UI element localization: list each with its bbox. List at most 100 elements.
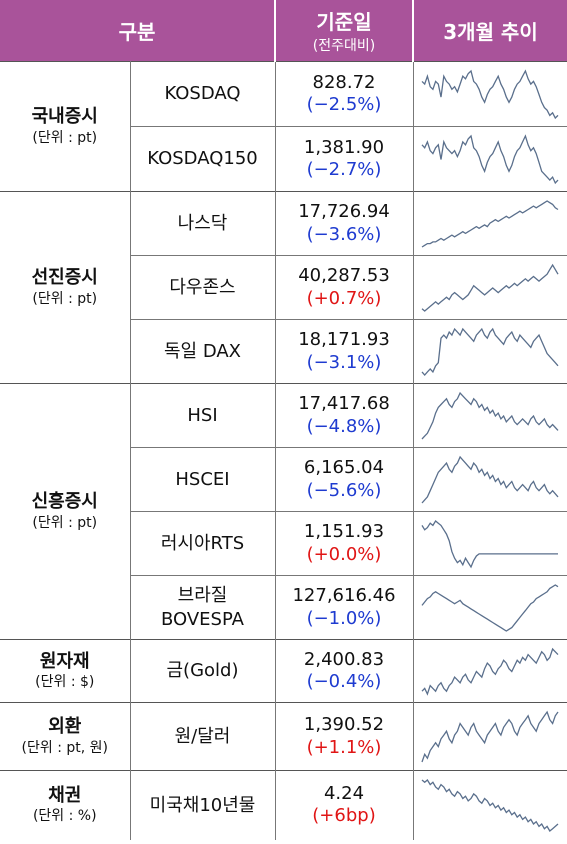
- sparkline-line: [421, 710, 559, 762]
- value-cell: 1,381.90 (−2.7%): [275, 126, 414, 192]
- sparkline-line: [421, 133, 559, 184]
- trend-cell: [413, 126, 567, 192]
- value-cell: 2,400.83 (−0.4%): [275, 639, 414, 703]
- sparkline-line: [421, 327, 559, 376]
- index-value: 828.72: [312, 71, 376, 93]
- index-name: 브라질 BOVESPA: [160, 585, 244, 630]
- index-value: 1,390.52: [303, 714, 385, 735]
- value-cell: 127,616.46 (−1.0%): [275, 575, 414, 640]
- value-cell: 40,287.53 (+0.7%): [275, 255, 414, 320]
- category-unit: (단위 : pt): [32, 290, 98, 307]
- trend-cell: [413, 255, 567, 320]
- header-base-date-sub: (전주대비): [312, 38, 376, 54]
- index-value: 18,171.93: [298, 329, 390, 350]
- weekly-change: (−3.6%): [306, 223, 382, 245]
- sparkline-chart: [421, 583, 559, 632]
- sparkline-chart: [421, 710, 559, 762]
- header-trend: 3개월 추이: [413, 0, 567, 62]
- category-title: 채권: [48, 784, 82, 806]
- trend-cell: [413, 575, 567, 640]
- index-value: 4.24: [323, 782, 365, 804]
- index-name: 미국채10년물: [149, 794, 256, 816]
- table-row: 선진증시 (단위 : pt) 나스닥 17,726.94 (−3.6%): [0, 191, 567, 384]
- category-unit: (단위 : pt): [32, 514, 98, 531]
- trend-cell: [413, 447, 567, 512]
- sparkline-line: [421, 391, 559, 439]
- sparkline-line: [421, 455, 559, 503]
- sparkline-line: [421, 263, 559, 312]
- index-value: 40,287.53: [298, 265, 390, 286]
- sparkline-chart: [421, 778, 559, 832]
- index-name-cell: 독일 DAX: [130, 319, 276, 384]
- index-value: 17,417.68: [298, 393, 390, 414]
- category-unit: (단위 : pt): [32, 129, 98, 146]
- trend-cell: [413, 770, 567, 840]
- value-cell: 6,165.04 (−5.6%): [275, 447, 414, 512]
- sparkline-chart: [421, 327, 559, 376]
- category-unit: (단위 : pt, 원): [21, 739, 108, 756]
- index-name: KOSDAQ150: [147, 148, 258, 170]
- value-cell: 828.72 (−2.5%): [275, 61, 414, 127]
- index-name-cell: 원/달러: [130, 702, 276, 771]
- weekly-change: (−4.8%): [306, 415, 382, 437]
- index-name: HSI: [187, 404, 218, 426]
- sparkline-line: [421, 519, 559, 568]
- sparkline-line: [421, 199, 559, 248]
- category-title: 외환: [48, 716, 82, 738]
- sparkline-chart: [421, 647, 559, 696]
- header-category-label: 구분: [118, 20, 156, 44]
- table-row: 원자재 (단위 : $) 금(Gold) 2,400.83 (−0.4%): [0, 639, 567, 703]
- index-name-cell: 금(Gold): [130, 639, 276, 703]
- index-value: 2,400.83: [303, 648, 385, 670]
- value-cell: 1,151.93 (+0.0%): [275, 511, 414, 576]
- sparkline-chart: [421, 133, 559, 184]
- index-value: 1,151.93: [303, 521, 385, 542]
- table-row: 독일 DAX 18,171.93 (−3.1%): [0, 319, 567, 384]
- table-row: 외환 (단위 : pt, 원) 원/달러 1,390.52 (+1.1%): [0, 702, 567, 771]
- weekly-change: (−2.7%): [306, 159, 382, 180]
- category-cell: 신흥증시 (단위 : pt): [0, 383, 131, 640]
- header-trend-label: 3개월 추이: [443, 20, 538, 44]
- category-cell: 채권 (단위 : %): [0, 770, 131, 840]
- index-name-cell: 미국채10년물: [130, 770, 276, 840]
- table-row: HSCEI 6,165.04 (−5.6%): [0, 447, 567, 512]
- index-name: 원/달러: [174, 725, 231, 747]
- index-name: KOSDAQ: [164, 83, 241, 105]
- weekly-change: (+6bp): [312, 805, 376, 827]
- table-row: 브라질 BOVESPA 127,616.46 (−1.0%): [0, 575, 567, 640]
- value-cell: 4.24 (+6bp): [275, 770, 414, 840]
- sparkline-chart: [421, 263, 559, 312]
- weekly-change: (+0.0%): [306, 543, 382, 565]
- trend-cell: [413, 319, 567, 384]
- weekly-change: (+1.1%): [306, 736, 382, 758]
- index-name-cell: 러시아RTS: [130, 511, 276, 576]
- sparkline-line: [421, 778, 559, 832]
- table-row: 러시아RTS 1,151.93 (+0.0%): [0, 511, 567, 576]
- header-base-date-label: 기준일: [316, 10, 372, 34]
- category-title: 국내증시: [31, 106, 98, 128]
- value-cell: 17,726.94 (−3.6%): [275, 191, 414, 256]
- sparkline-chart: [421, 199, 559, 248]
- table-body: 국내증시 (단위 : pt) KOSDAQ 828.72 (−2.5%) KOSDAQ15…: [0, 61, 567, 840]
- trend-cell: [413, 511, 567, 576]
- table-row: 국내증시 (단위 : pt) KOSDAQ 828.72 (−2.5%): [0, 61, 567, 192]
- category-unit: (단위 : %): [32, 808, 97, 825]
- trend-cell: [413, 191, 567, 256]
- category-unit: (단위 : $): [35, 674, 95, 691]
- table-row: 다우존스 40,287.53 (+0.7%): [0, 255, 567, 320]
- table-row: 채권 (단위 : %) 미국채10년물 4.24 (+6bp): [0, 770, 567, 840]
- index-name-cell: HSI: [130, 383, 276, 448]
- index-name: HSCEI: [175, 468, 230, 490]
- value-cell: 17,417.68 (−4.8%): [275, 383, 414, 448]
- sparkline-chart: [421, 68, 559, 119]
- weekly-change: (−5.6%): [306, 479, 382, 501]
- index-name: 나스닥: [177, 212, 228, 234]
- index-name: 다우존스: [169, 276, 236, 298]
- category-cell: 원자재 (단위 : $): [0, 639, 131, 703]
- sparkline-line: [421, 583, 559, 632]
- weekly-change: (−2.5%): [306, 94, 382, 115]
- category-cell: 외환 (단위 : pt, 원): [0, 702, 131, 771]
- table-row: 신흥증시 (단위 : pt) HSI 17,417.68 (−4.8%): [0, 383, 567, 640]
- header-base-date: 기준일 (전주대비): [275, 0, 414, 62]
